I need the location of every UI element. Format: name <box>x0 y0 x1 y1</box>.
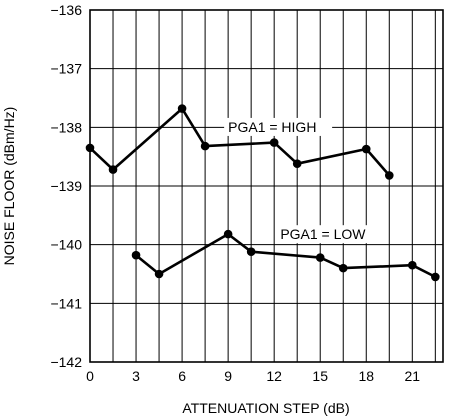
y-tick-label: −138 <box>50 119 82 135</box>
series-line-0 <box>89 107 391 177</box>
data-point <box>246 247 256 257</box>
data-point <box>292 159 302 169</box>
series-annotations: PGA1 = HIGH PGA1 = LOW <box>224 117 385 244</box>
data-point <box>269 138 279 147</box>
x-tick-label: 18 <box>358 368 374 384</box>
y-tick-label: −142 <box>50 354 82 370</box>
x-axis-label: ATTENUATION STEP (dB) <box>182 400 349 416</box>
series-annotation: PGA1 = LOW <box>280 226 366 242</box>
data-series <box>85 104 440 282</box>
y-tick-label: −139 <box>50 178 82 194</box>
data-point <box>361 144 371 154</box>
y-axis-label: NOISE FLOOR (dBm/Hz) <box>1 107 17 266</box>
y-tick-labels: −136 −137 −138 −139 −140 −141 −142 <box>50 2 82 370</box>
data-point <box>177 104 187 113</box>
data-point <box>200 141 210 151</box>
x-tick-label: 0 <box>86 368 94 384</box>
annotation-background <box>224 117 333 136</box>
annotation-background <box>276 225 385 244</box>
data-point <box>384 171 394 180</box>
plot-frame <box>89 9 444 363</box>
series-line-1 <box>135 232 436 279</box>
y-tick-label: −140 <box>50 237 82 253</box>
x-tick-label: 6 <box>178 368 186 384</box>
data-point <box>108 165 118 174</box>
data-point <box>154 269 164 279</box>
y-tick-label: −136 <box>50 2 82 18</box>
grid-lines <box>90 10 443 362</box>
data-point <box>131 250 141 260</box>
x-tick-label: 12 <box>266 368 282 384</box>
x-tick-labels: 0 3 6 9 12 15 18 21 <box>86 368 420 384</box>
data-point <box>315 253 325 262</box>
data-point <box>85 143 95 153</box>
data-point <box>408 260 417 270</box>
x-tick-label: 15 <box>312 368 328 384</box>
data-point <box>223 229 233 239</box>
data-point <box>338 263 348 273</box>
series-annotation: PGA1 = HIGH <box>228 119 316 135</box>
y-tick-label: −137 <box>50 61 82 77</box>
x-tick-label: 9 <box>224 368 232 384</box>
data-point <box>431 272 440 282</box>
x-tick-label: 3 <box>132 368 140 384</box>
x-tick-label: 21 <box>405 368 421 384</box>
y-tick-label: −141 <box>50 295 82 311</box>
